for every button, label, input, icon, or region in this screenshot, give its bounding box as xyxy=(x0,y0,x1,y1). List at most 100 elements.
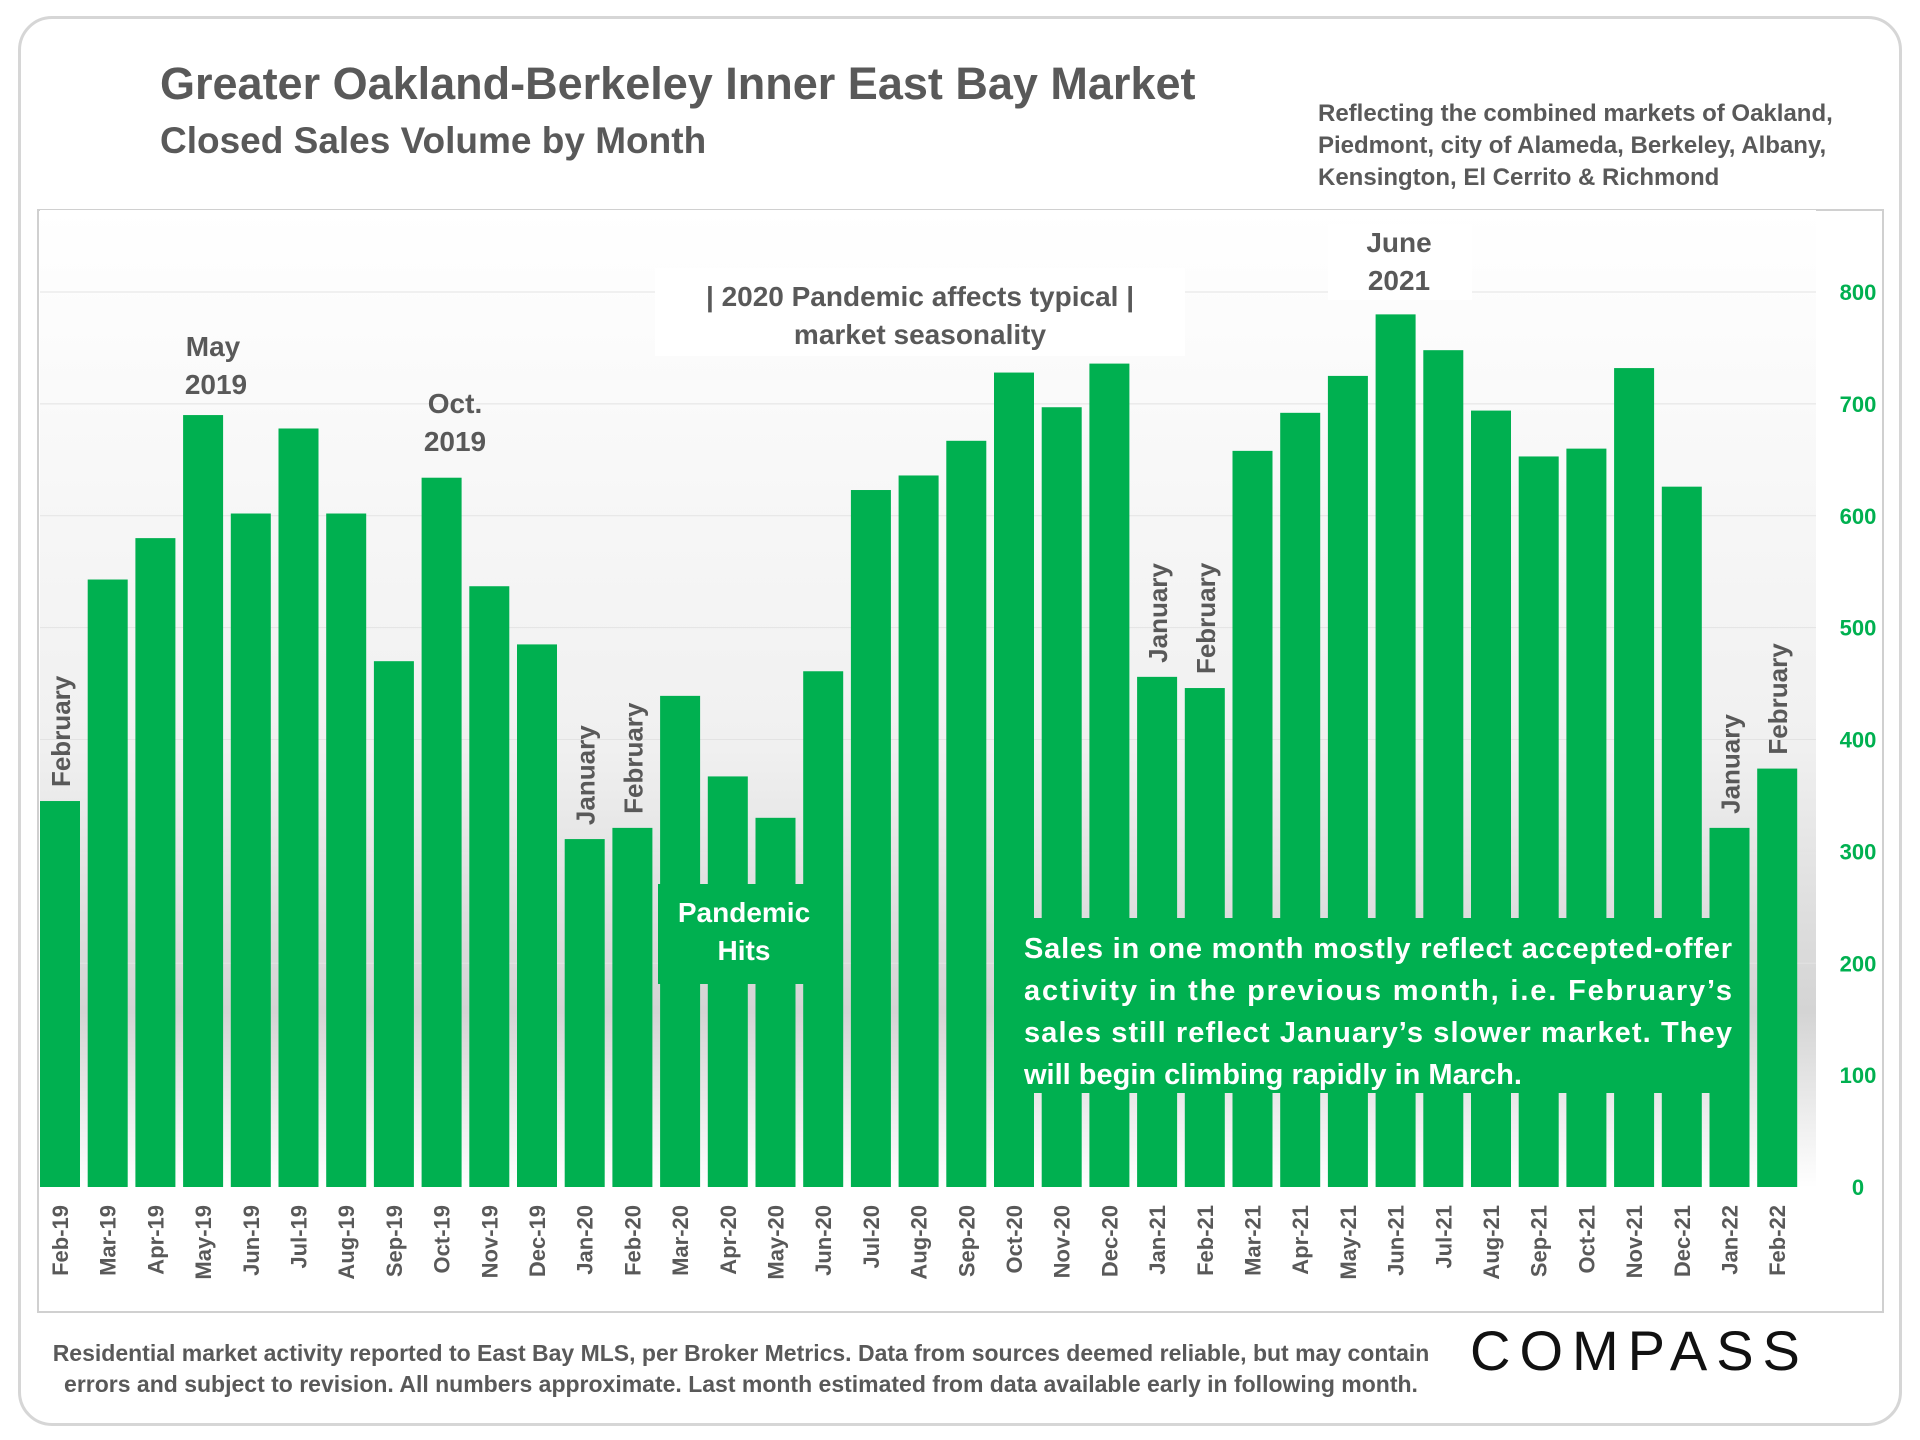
y-tick-label: 500 xyxy=(1840,616,1877,641)
markets-note-line: Piedmont, city of Alameda, Berkeley, Alb… xyxy=(1318,132,1827,159)
annotation-background xyxy=(658,884,810,984)
annotation-pandemic-hits: Pandemic Hits xyxy=(658,884,810,984)
x-tick-label: Sep-20 xyxy=(954,1205,979,1277)
footer-disclaimer: Residential market activity reported to … xyxy=(36,1338,1446,1400)
bar xyxy=(469,586,510,1187)
x-tick-label: Jul-20 xyxy=(859,1205,884,1269)
bar xyxy=(135,538,176,1187)
x-tick-label: Oct-19 xyxy=(430,1205,455,1273)
markets-note-line: Kensington, El Cerrito & Richmond xyxy=(1318,164,1720,191)
x-tick-label: May-20 xyxy=(764,1205,789,1280)
explanation-line: will begin climbing rapidly in March. xyxy=(1023,1059,1522,1091)
y-tick-label: 200 xyxy=(1840,951,1877,976)
x-tick-label: Sep-21 xyxy=(1527,1205,1552,1277)
bar xyxy=(564,839,605,1187)
compass-logo: COMPASS xyxy=(1470,1319,1809,1382)
y-tick-label: 0 xyxy=(1852,1175,1864,1200)
annotation-line: June xyxy=(1366,227,1431,258)
x-tick-label: Feb-21 xyxy=(1193,1205,1218,1276)
x-tick-label: Jun-21 xyxy=(1384,1205,1409,1276)
bar xyxy=(183,415,224,1187)
x-tick-label: Dec-20 xyxy=(1097,1205,1122,1277)
bar xyxy=(326,513,367,1187)
disclaimer-line: Residential market activity reported to … xyxy=(52,1340,1430,1366)
x-tick-label: Aug-19 xyxy=(334,1205,359,1280)
annotation-may-2019: May 2019 xyxy=(185,331,247,400)
x-tick-label: Mar-19 xyxy=(96,1205,121,1276)
x-tick-label: Jun-20 xyxy=(811,1205,836,1276)
x-tick-label: Jul-19 xyxy=(287,1205,312,1269)
y-tick-label: 400 xyxy=(1840,728,1877,753)
bar xyxy=(898,475,939,1188)
bar-month-label: January xyxy=(1716,714,1746,814)
x-tick-label: Apr-19 xyxy=(143,1205,168,1275)
bar-month-label: January xyxy=(1143,563,1173,663)
bar xyxy=(612,827,653,1187)
x-tick-label: Jan-22 xyxy=(1718,1205,1743,1275)
explanation-line: activity in the previous month, i.e. Feb… xyxy=(1024,975,1732,1007)
chart-title: Greater Oakland-Berkeley Inner East Bay … xyxy=(160,58,1196,109)
bar-month-label: January xyxy=(571,725,601,825)
y-tick-label: 300 xyxy=(1840,839,1877,864)
annotation-june-2021: June 2021 xyxy=(1328,224,1472,300)
x-tick-label: Mar-21 xyxy=(1241,1205,1266,1276)
bar xyxy=(230,513,271,1187)
annotation-line: market seasonality xyxy=(794,319,1047,350)
x-tick-label: Dec-21 xyxy=(1670,1205,1695,1277)
annotation-background xyxy=(655,268,1185,356)
annotation-pandemic-seasonality: | 2020 Pandemic affects typical | market… xyxy=(655,268,1185,356)
x-tick-label: Apr-21 xyxy=(1288,1205,1313,1275)
annotation-background xyxy=(1328,224,1472,300)
x-tick-label: Apr-20 xyxy=(716,1205,741,1275)
bar-month-label: February xyxy=(46,675,76,787)
bar xyxy=(40,801,80,1187)
explanation-line: Sales in one month mostly reflect accept… xyxy=(1024,933,1732,965)
x-tick-label: Oct-21 xyxy=(1574,1205,1599,1273)
annotation-oct-2019: Oct. 2019 xyxy=(424,388,486,457)
x-tick-label: May-19 xyxy=(191,1205,216,1280)
x-tick-label: Feb-19 xyxy=(48,1205,73,1276)
x-tick-label: Jan-20 xyxy=(573,1205,598,1275)
x-tick-label: Nov-20 xyxy=(1050,1205,1075,1278)
x-tick-label: Nov-21 xyxy=(1622,1205,1647,1278)
x-tick-label: Oct-20 xyxy=(1002,1205,1027,1273)
annotation-line: | 2020 Pandemic affects typical | xyxy=(706,281,1134,312)
bar-month-label: February xyxy=(1191,562,1221,674)
y-tick-label: 700 xyxy=(1840,392,1877,417)
bar xyxy=(850,490,891,1187)
x-tick-label: Jan-21 xyxy=(1145,1205,1170,1275)
bar xyxy=(1757,768,1798,1187)
bar xyxy=(87,579,128,1187)
bar xyxy=(517,644,557,1187)
y-tick-label: 100 xyxy=(1840,1063,1877,1088)
annotation-line: 2021 xyxy=(1368,265,1430,296)
x-tick-label: Nov-19 xyxy=(477,1205,502,1278)
x-tick-label: Dec-19 xyxy=(525,1205,550,1277)
bar-month-label: February xyxy=(618,702,648,814)
x-tick-label: May-21 xyxy=(1336,1205,1361,1280)
x-tick-label: Jun-19 xyxy=(239,1205,264,1276)
markets-note: Reflecting the combined markets of Oakla… xyxy=(1318,98,1833,194)
annotation-line: 2019 xyxy=(185,369,247,400)
x-tick-label: Jul-21 xyxy=(1431,1205,1456,1269)
annotation-explanation: Sales in one month mostly reflect accept… xyxy=(1005,918,1745,1093)
y-tick-label: 600 xyxy=(1840,504,1877,529)
explanation-line: sales still reflect January’s slower mar… xyxy=(1024,1017,1732,1049)
annotation-line: Pandemic xyxy=(678,897,810,928)
markets-note-line: Reflecting the combined markets of Oakla… xyxy=(1318,100,1833,127)
bar xyxy=(373,661,414,1187)
annotation-line: May xyxy=(186,331,241,362)
x-tick-label: Feb-22 xyxy=(1765,1205,1790,1276)
bar-month-label: February xyxy=(1763,643,1793,755)
x-tick-label: Aug-21 xyxy=(1479,1205,1504,1280)
bar xyxy=(421,477,462,1187)
x-tick-label: Feb-20 xyxy=(620,1205,645,1276)
bar xyxy=(946,440,987,1187)
bar xyxy=(278,428,319,1187)
bar xyxy=(755,817,796,1187)
annotation-line: Oct. xyxy=(428,388,482,419)
annotation-line: Hits xyxy=(718,935,771,966)
x-tick-label: Aug-20 xyxy=(907,1205,932,1280)
chart-subtitle: Closed Sales Volume by Month xyxy=(160,120,707,161)
